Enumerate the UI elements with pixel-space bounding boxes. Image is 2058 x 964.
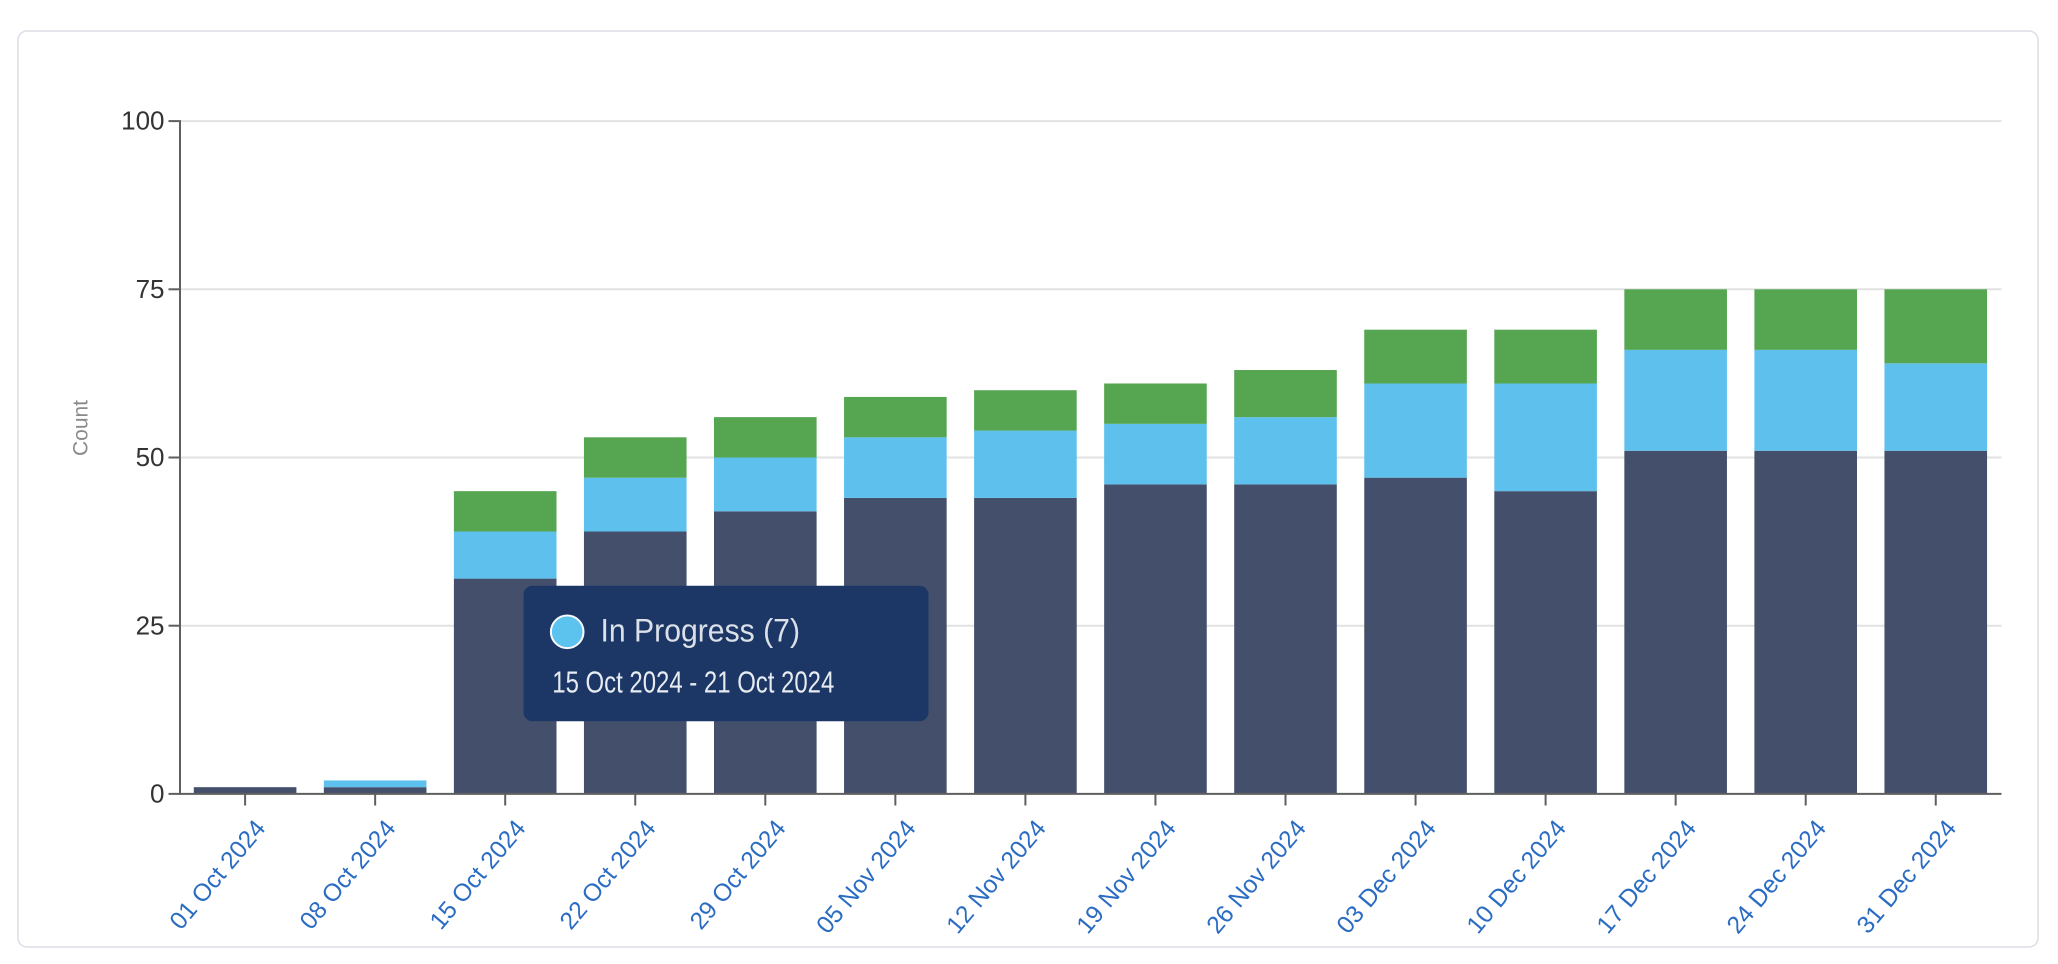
svg-text:100: 100	[121, 106, 164, 136]
svg-text:In Progress (7): In Progress (7)	[601, 612, 801, 648]
svg-text:25: 25	[136, 610, 165, 640]
svg-text:50: 50	[136, 442, 165, 472]
svg-text:15 Oct 2024 - 21 Oct 2024: 15 Oct 2024 - 21 Oct 2024	[552, 666, 834, 700]
svg-text:0: 0	[150, 779, 164, 809]
svg-text:Count: Count	[70, 400, 93, 456]
svg-text:75: 75	[136, 274, 165, 304]
